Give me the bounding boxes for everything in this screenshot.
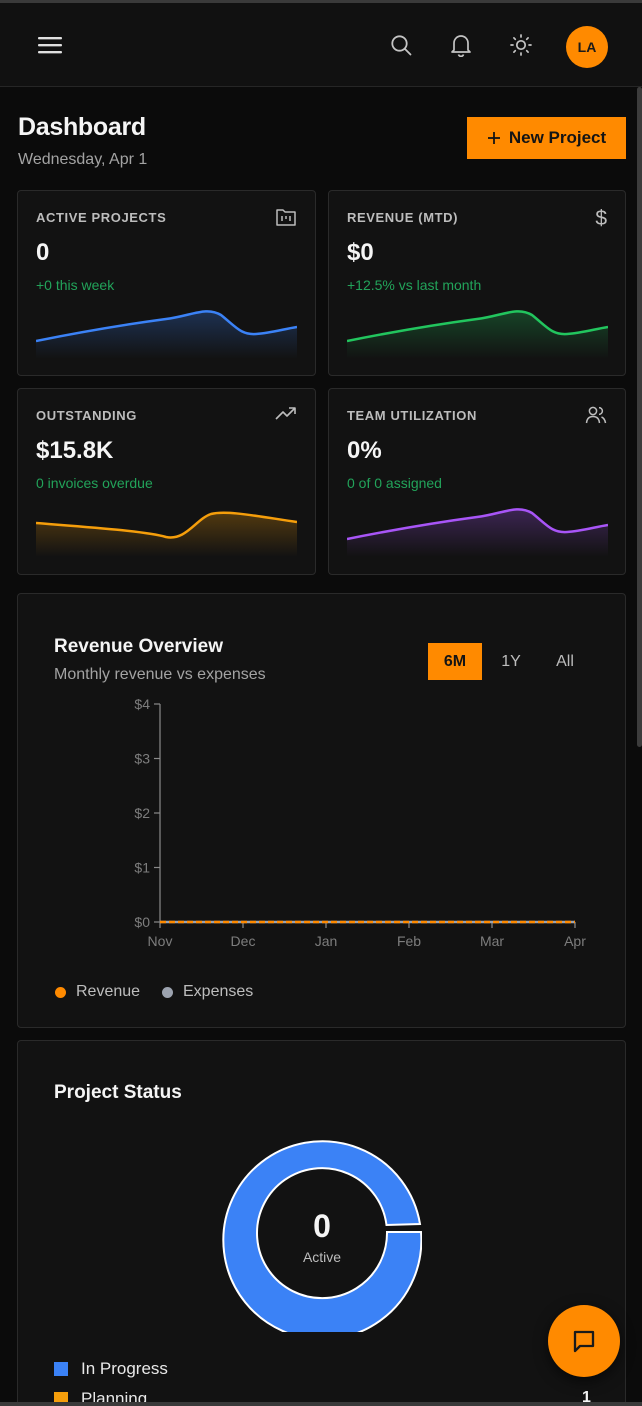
dollar-icon: $ (595, 207, 607, 230)
stat-label: OUTSTANDING (36, 408, 137, 423)
stat-card-team-utilization[interactable]: TEAM UTILIZATION 0% 0 of 0 assigned (328, 388, 626, 575)
window-bottom-border (0, 1402, 642, 1406)
stat-label: REVENUE (MTD) (347, 210, 459, 225)
stat-delta: +0 this week (36, 277, 115, 293)
hamburger-menu-icon[interactable] (36, 3, 64, 87)
stat-card-active-projects[interactable]: ACTIVE PROJECTS 0 +0 this week (17, 190, 316, 376)
avatar[interactable]: LA (566, 26, 608, 68)
y-tick-label: $3 (134, 751, 150, 767)
status-item-in-progress: In Progress (54, 1359, 168, 1379)
stat-card-revenue[interactable]: REVENUE (MTD) $ $0 +12.5% vs last month (328, 190, 626, 376)
range-tab-1y[interactable]: 1Y (501, 652, 521, 670)
stat-delta: 0 of 0 assigned (347, 475, 442, 491)
revenue-overview-title: Revenue Overview (54, 636, 223, 657)
scrollbar[interactable] (637, 87, 642, 747)
x-tick-label: Apr (564, 933, 586, 949)
status-swatch (54, 1362, 68, 1376)
search-icon[interactable] (388, 3, 414, 87)
status-label: Planning (81, 1389, 148, 1406)
sparkline-team-utilization (347, 508, 608, 557)
legend-label: Revenue (76, 983, 141, 1000)
donut-center-value: 0 (313, 1208, 331, 1244)
project-status-title: Project Status (54, 1082, 182, 1103)
stat-label: ACTIVE PROJECTS (36, 210, 167, 225)
sparkline-revenue (347, 310, 608, 359)
x-tick-label: Dec (231, 933, 256, 949)
stat-label: TEAM UTILIZATION (347, 408, 477, 423)
donut-segment-in-progress (222, 1140, 422, 1332)
new-project-button[interactable]: New Project (467, 117, 626, 159)
y-tick-label: $4 (134, 696, 150, 712)
donut-center-label: Active (303, 1249, 341, 1265)
stat-delta: +12.5% vs last month (347, 277, 482, 293)
project-status-card: Project Status 0 Active In Progress Plan… (17, 1040, 626, 1406)
stat-value: $0 (347, 239, 374, 266)
stat-value: 0% (347, 437, 382, 464)
app-header: LA (0, 3, 642, 87)
sparkline-active-projects (36, 310, 297, 359)
revenue-chart: $0 $1 $2 $3 $4 Nov Dec Jan Feb Mar Apr (134, 696, 586, 949)
sun-icon[interactable] (508, 3, 534, 87)
legend-dot (55, 986, 66, 998)
bell-icon[interactable] (448, 3, 474, 87)
users-icon (585, 405, 607, 430)
legend-label: Expenses (183, 983, 254, 1000)
chat-button[interactable] (548, 1305, 620, 1377)
status-label: In Progress (81, 1359, 168, 1378)
kanban-icon (275, 207, 297, 232)
page-date: Wednesday, Apr 1 (18, 151, 148, 168)
range-tab-6m[interactable]: 6M (428, 643, 482, 680)
plus-icon (487, 132, 500, 144)
legend-item-revenue[interactable]: Revenue (55, 983, 140, 1001)
trending-up-icon (275, 405, 297, 426)
x-tick-label: Feb (397, 933, 421, 949)
revenue-overview-subtitle: Monthly revenue vs expenses (54, 666, 266, 683)
x-tick-label: Jan (315, 933, 338, 949)
stat-value: $15.8K (36, 437, 114, 464)
status-count-planning: 1 (582, 1389, 591, 1406)
stat-card-outstanding[interactable]: OUTSTANDING $15.8K 0 invoices overdue (17, 388, 316, 575)
legend-dot (162, 986, 173, 998)
stat-delta: 0 invoices overdue (36, 475, 153, 491)
x-tick-label: Nov (148, 933, 173, 949)
legend-item-expenses[interactable]: Expenses (162, 983, 253, 1001)
project-status-donut: 0 Active (222, 1140, 422, 1332)
y-tick-label: $2 (134, 805, 150, 821)
revenue-overview-card: Revenue Overview Monthly revenue vs expe… (17, 593, 626, 1028)
y-tick-label: $0 (134, 914, 150, 930)
window-top-border (0, 0, 642, 3)
y-tick-label: $1 (134, 860, 150, 876)
sparkline-outstanding (36, 511, 297, 557)
x-tick-label: Mar (480, 933, 504, 949)
range-tab-all[interactable]: All (556, 652, 574, 670)
page-title: Dashboard (18, 113, 146, 141)
chat-bubble-icon (573, 1330, 595, 1353)
new-project-label: New Project (508, 128, 607, 147)
stat-value: 0 (36, 239, 50, 266)
